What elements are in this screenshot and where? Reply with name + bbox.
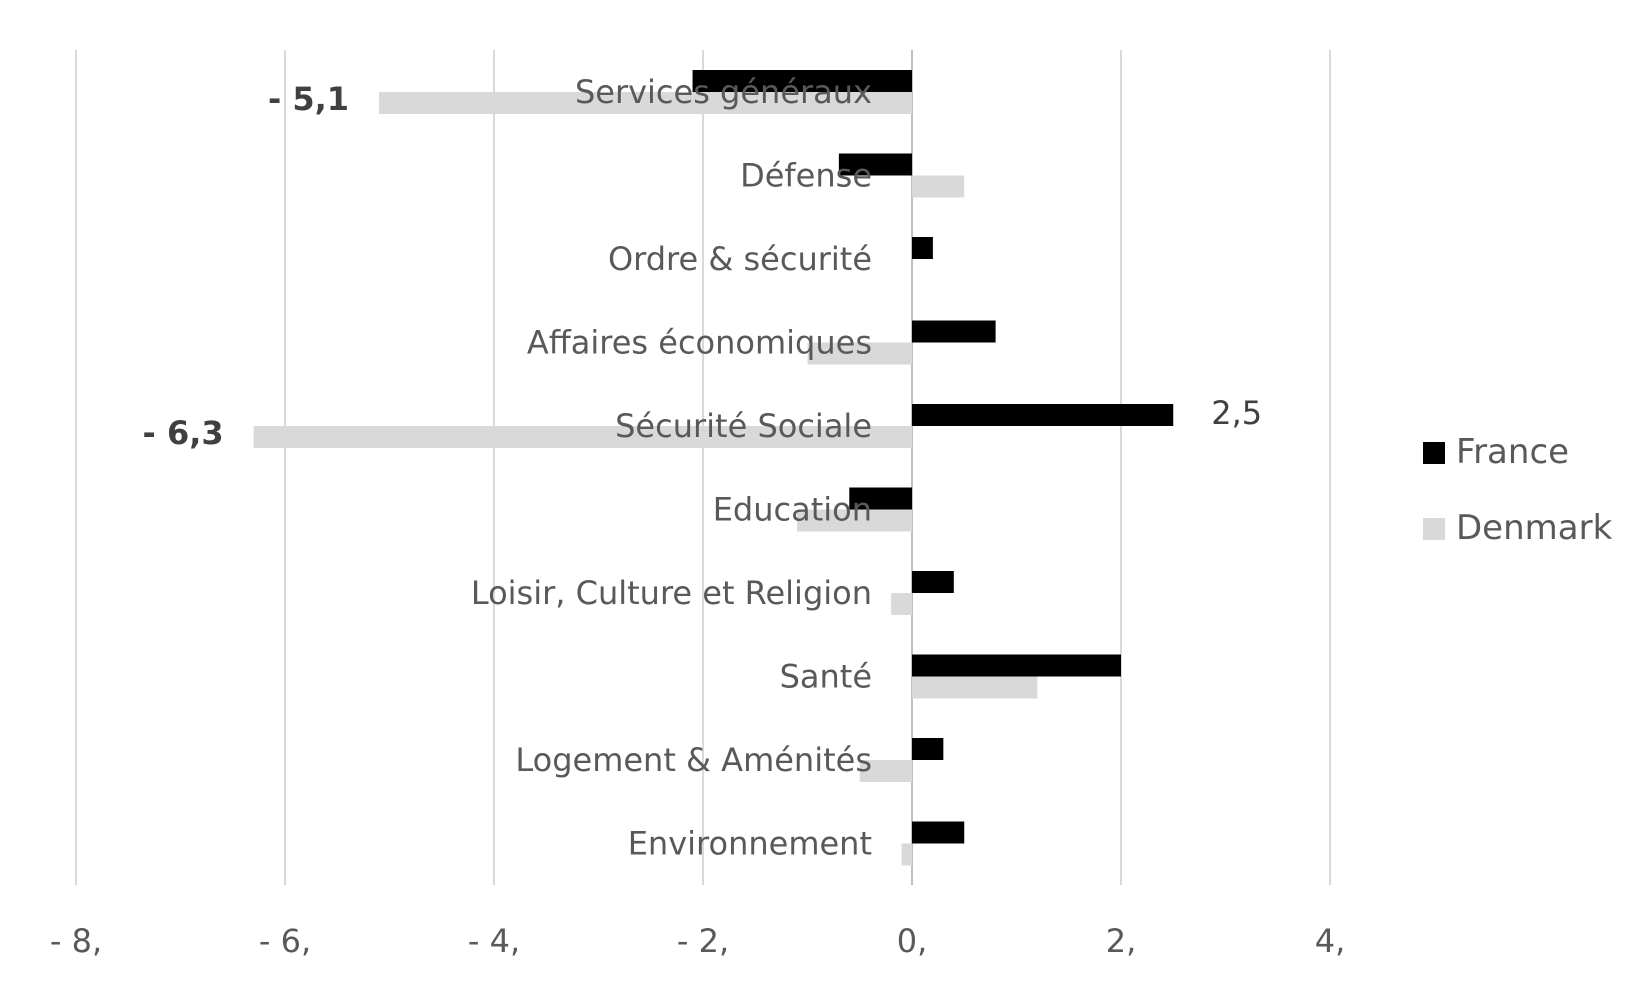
bar-france-ordre-securite <box>912 237 933 259</box>
category-label-logement-amenites: Logement & Aménités <box>515 741 872 779</box>
legend-swatch-france <box>1423 442 1445 464</box>
bar-france-loisir-culture-et-religion <box>912 571 954 593</box>
data-label-denmark-services-generaux: - 5,1 <box>268 80 349 118</box>
legend: France Denmark <box>1423 432 1613 548</box>
category-label-environnement: Environnement <box>628 825 872 863</box>
bars <box>253 70 1174 866</box>
bar-denmark-environnement <box>901 843 912 866</box>
legend-label-france: France <box>1456 432 1569 472</box>
category-label-education: Education <box>713 491 872 529</box>
legend-swatch-denmark <box>1423 518 1445 540</box>
bar-france-affaires-economiques <box>912 320 996 343</box>
bar-denmark-affaires-economiques <box>807 342 912 365</box>
bar-france-environnement <box>912 821 965 844</box>
bar-denmark-defense <box>912 175 965 198</box>
x-tick-label: 0, <box>897 922 928 960</box>
bar-denmark-education <box>797 509 912 532</box>
category-label-defense: Défense <box>740 157 872 195</box>
x-axis-tick-labels: - 8, - 6, - 4, - 2, 0, 2, 4, <box>50 922 1345 960</box>
bar-denmark-sante <box>912 676 1038 699</box>
x-tick-label: 4, <box>1315 922 1346 960</box>
category-label-sante: Santé <box>780 658 872 696</box>
bar-france-defense <box>838 153 912 176</box>
data-label-denmark-securite-sociale: - 6,3 <box>143 414 224 452</box>
bar-denmark-services-generaux <box>379 92 912 114</box>
bar-france-sante <box>912 654 1121 677</box>
x-tick-label: - 6, <box>259 922 311 960</box>
bar-france-logement-amenites <box>912 738 944 760</box>
x-tick-label: - 4, <box>468 922 520 960</box>
x-tick-label: - 2, <box>677 922 729 960</box>
bar-denmark-loisir-culture-et-religion <box>891 593 912 615</box>
bar-france-education <box>849 487 912 510</box>
x-tick-label: - 8, <box>50 922 102 960</box>
category-label-ordre-securite: Ordre & sécurité <box>608 240 872 278</box>
bar-france-securite-sociale <box>912 404 1174 426</box>
data-label-france-securite-sociale: 2,5 <box>1211 394 1262 432</box>
legend-label-denmark: Denmark <box>1456 508 1613 548</box>
x-tick-label: 2, <box>1106 922 1137 960</box>
bar-denmark-logement-amenites <box>859 760 912 782</box>
category-label-loisir-culture-et-religion: Loisir, Culture et Religion <box>471 574 872 612</box>
category-label-services-generaux: Services généraux <box>575 73 872 111</box>
bar-denmark-securite-sociale <box>253 426 912 448</box>
category-labels: Services généraux Défense Ordre & sécurité… <box>471 73 872 863</box>
bar-france-services-generaux <box>692 70 912 92</box>
data-labels: - 5,1 2,5 - 6,3 <box>143 80 1263 452</box>
category-label-securite-sociale: Sécurité Sociale <box>615 407 872 445</box>
category-label-affaires-economiques: Affaires économiques <box>527 324 872 362</box>
